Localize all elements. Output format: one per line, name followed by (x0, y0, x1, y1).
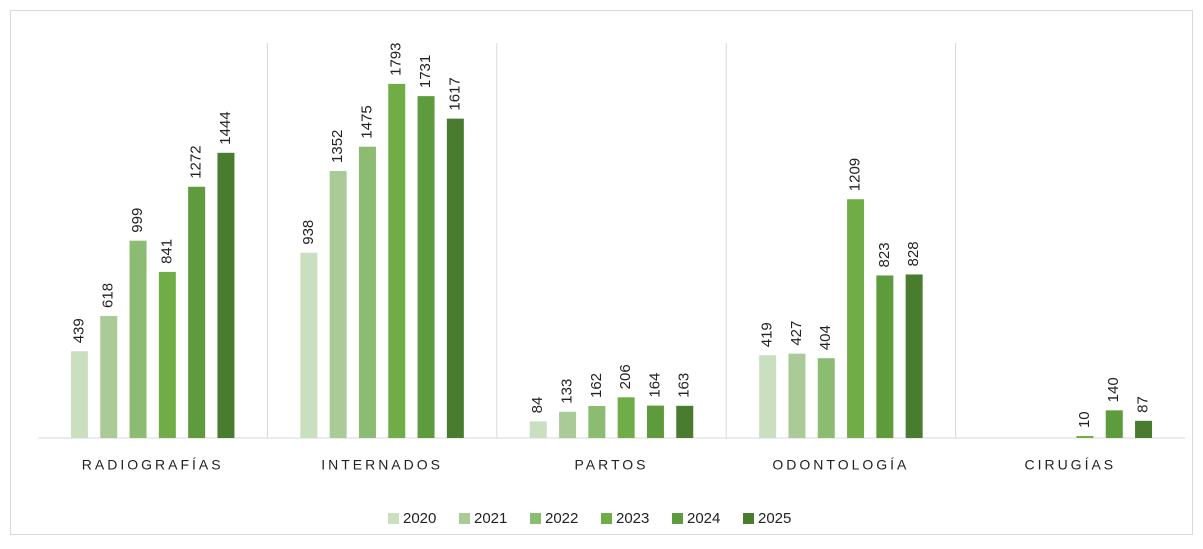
data-label: 999 (129, 208, 146, 233)
bar (847, 199, 865, 438)
data-label: 938 (300, 220, 317, 245)
data-label: 427 (788, 321, 805, 346)
data-label: 206 (617, 364, 634, 389)
bar (788, 353, 806, 438)
bar (1076, 436, 1094, 438)
bar (905, 274, 923, 438)
legend-swatch (459, 513, 470, 524)
bar (329, 170, 347, 439)
bar (70, 351, 88, 438)
data-label: 841 (158, 239, 175, 264)
bar (817, 358, 835, 438)
data-label: 87 (1135, 396, 1152, 413)
bar (617, 397, 635, 438)
bar (1105, 410, 1123, 438)
data-label: 419 (759, 322, 776, 347)
data-label: 162 (588, 373, 605, 398)
bar (358, 146, 376, 438)
x-tick-label: CIRUGÍAS (1024, 457, 1116, 473)
legend-label: 2024 (687, 510, 720, 527)
bar (759, 355, 777, 438)
bar (188, 186, 206, 438)
data-label: 84 (529, 397, 546, 414)
data-label: 439 (70, 318, 87, 343)
data-label: 1444 (217, 111, 234, 144)
data-label: 1272 (188, 145, 205, 178)
data-label: 618 (100, 283, 117, 308)
data-label: 1731 (417, 55, 434, 88)
bar (158, 271, 176, 438)
data-label: 1617 (446, 77, 463, 110)
x-tick-label: PARTOS (574, 457, 648, 473)
legend-label: 2021 (474, 510, 507, 527)
x-tick-label: ODONTOLOGÍA (772, 457, 909, 473)
data-label: 133 (559, 379, 576, 404)
data-label: 1352 (329, 130, 346, 163)
data-label: 823 (876, 242, 893, 267)
data-label: 10 (1076, 411, 1093, 428)
chart-border (10, 10, 1193, 535)
data-label: 1475 (358, 105, 375, 138)
legend-label: 2025 (758, 510, 791, 527)
data-label: 404 (817, 325, 834, 350)
bar (388, 83, 406, 438)
data-label: 1793 (388, 43, 405, 76)
data-label: 140 (1105, 377, 1122, 402)
bar (588, 406, 606, 438)
data-label: 828 (905, 241, 922, 266)
bar (217, 152, 235, 438)
bar (446, 118, 464, 438)
legend-swatch (601, 513, 612, 524)
legend-swatch (530, 513, 541, 524)
legend-swatch (672, 513, 683, 524)
bar (417, 96, 435, 438)
legend-label: 2023 (616, 510, 649, 527)
data-label: 1209 (847, 158, 864, 191)
x-tick-label: INTERNADOS (321, 457, 443, 473)
legend-label: 2022 (545, 510, 578, 527)
data-label: 164 (646, 373, 663, 398)
bar (300, 252, 318, 438)
bar (559, 411, 577, 438)
bar (1135, 420, 1153, 438)
bar (646, 405, 664, 438)
bar (100, 315, 118, 438)
x-tick-label: RADIOGRAFÍAS (82, 457, 224, 473)
bar (129, 240, 147, 438)
bar (876, 275, 894, 438)
legend-label: 2020 (403, 510, 436, 527)
data-label: 163 (676, 373, 693, 398)
legend-swatch (743, 513, 754, 524)
bar (676, 405, 694, 438)
legend-swatch (388, 513, 399, 524)
bar (529, 421, 547, 438)
